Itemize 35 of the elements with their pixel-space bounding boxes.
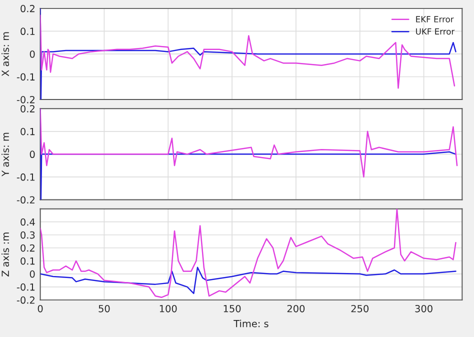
line-series [40, 108, 458, 178]
y-tick-label: 0.1 [20, 28, 35, 36]
y-tick-label: 0.1 [20, 128, 35, 136]
x-tick-label: 100 [160, 304, 177, 312]
y-axis-title: X axis: m [1, 32, 10, 76]
line-series [40, 8, 456, 100]
y-tick-label: 0 [30, 50, 35, 58]
y-tick-label: 0 [30, 270, 35, 278]
line-series [40, 266, 456, 294]
y-tick-label: -0.2 [16, 196, 34, 204]
x-tick-label: 0 [38, 304, 43, 312]
y-tick-label: 0.3 [20, 231, 35, 239]
x-tick-label: 150 [224, 304, 241, 312]
x-tick-label: 250 [351, 304, 369, 312]
legend-label: UKF Error [416, 28, 455, 35]
x-axis-title: Time: s [234, 320, 268, 328]
y-tick-label: 0 [30, 150, 35, 158]
x-tick-label: 50 [98, 304, 110, 312]
line-series [40, 208, 456, 298]
y-tick-label: 0.4 [20, 218, 35, 226]
y-tick-label: -0.2 [16, 96, 34, 104]
y-tick-label: 0.2 [20, 244, 34, 252]
y-tick-label: -0.2 [16, 296, 34, 304]
y-axis-title: Z axis :m [1, 232, 10, 276]
legend-label: EKF Error [416, 16, 454, 22]
y-tick-label: -0.1 [16, 73, 35, 81]
y-tick-label: -0.1 [16, 283, 35, 291]
x-tick-label: 300 [415, 304, 432, 312]
y-tick-label: 0.2 [20, 4, 34, 12]
y-tick-label: 0.1 [20, 257, 35, 265]
line-series [40, 14, 456, 89]
x-tick-label: 200 [287, 304, 305, 312]
y-tick-label: 0.2 [20, 105, 34, 112]
y-axis-title: Y axis: m [1, 132, 10, 176]
y-tick-label: -0.1 [16, 173, 35, 181]
